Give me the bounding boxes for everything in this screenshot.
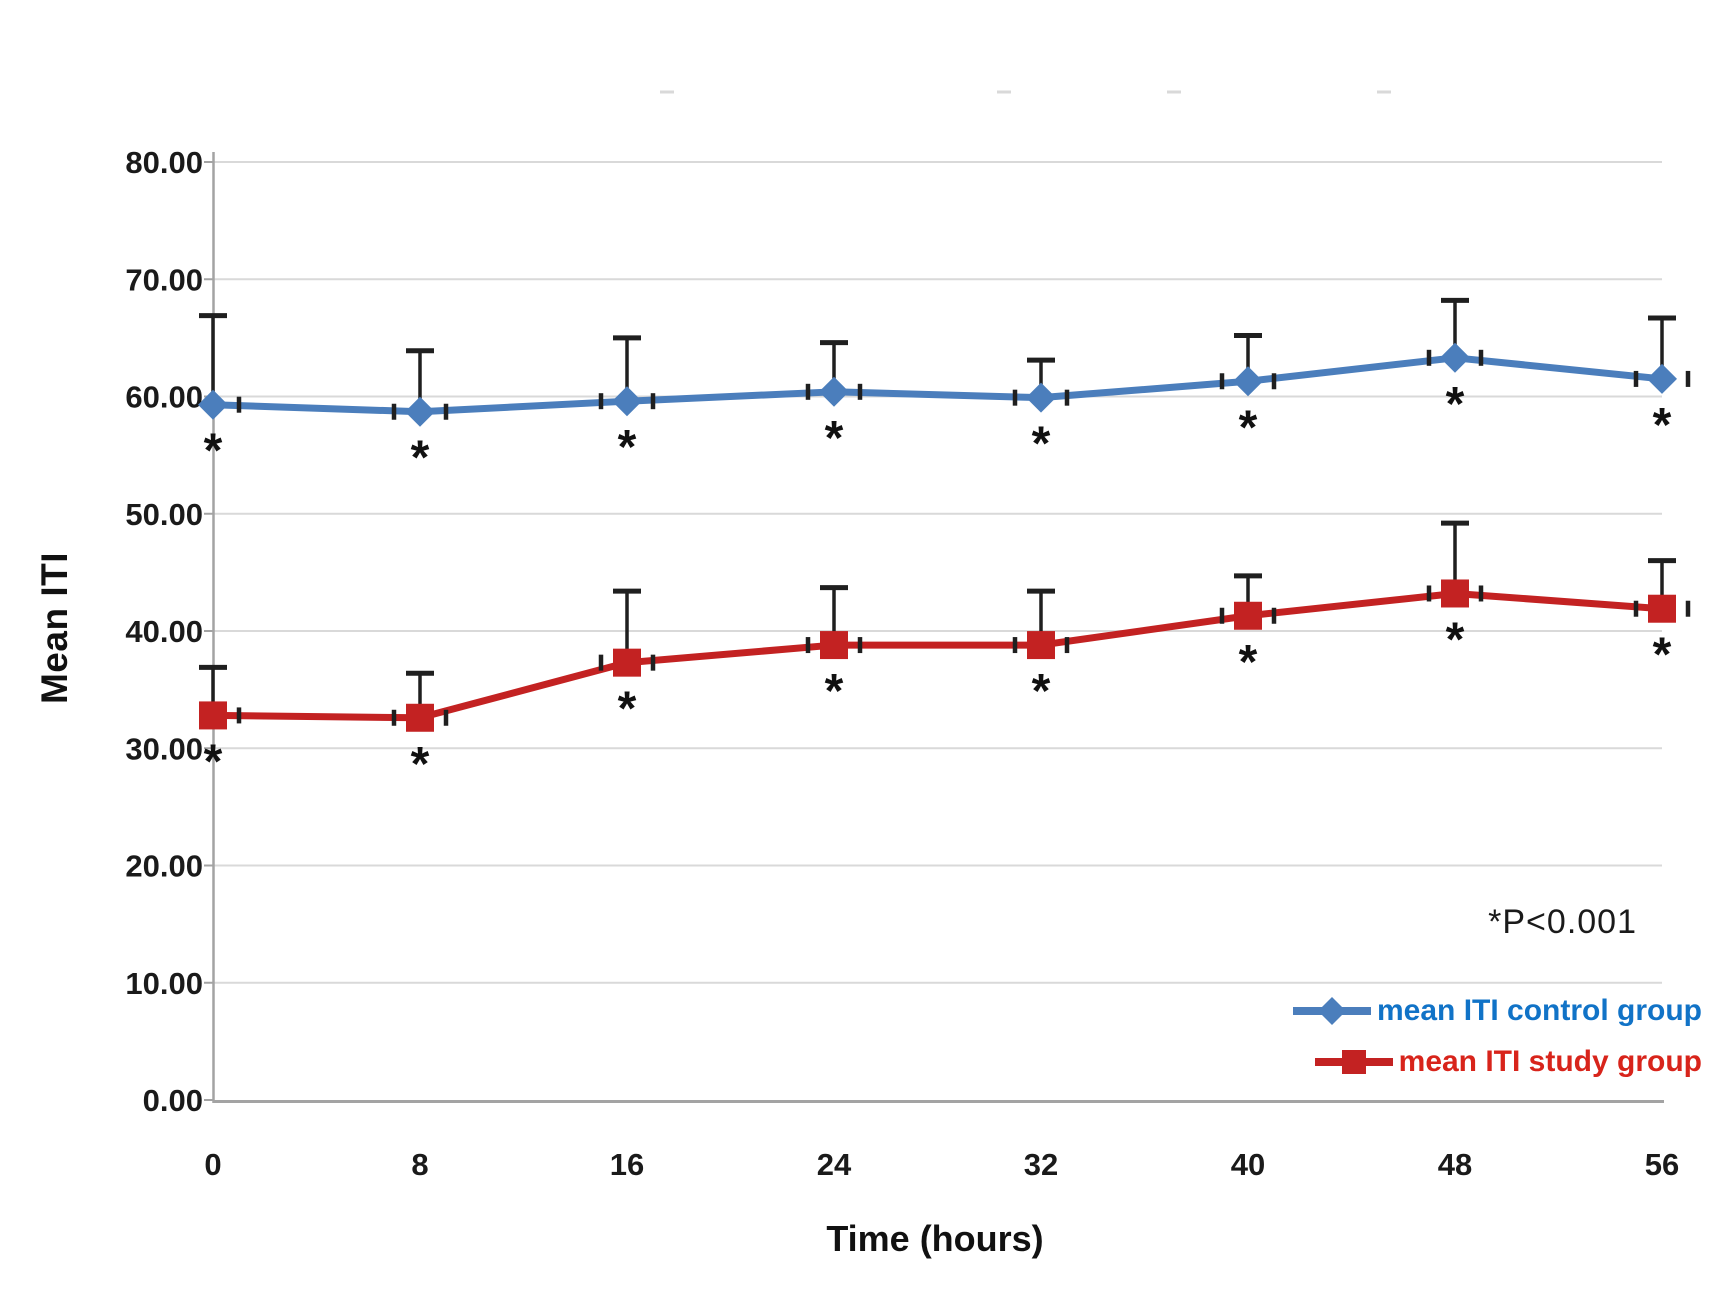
y-tick-label: 80.00	[125, 145, 203, 180]
study-data-point-square	[1027, 631, 1055, 660]
significance-asterisk: *	[411, 432, 430, 485]
y-tick-label: 50.00	[125, 497, 203, 532]
significance-asterisk: *	[618, 683, 637, 736]
significance-asterisk: *	[618, 421, 637, 474]
study-data-point-square	[820, 631, 848, 660]
study-data-point-square	[406, 703, 434, 732]
control-data-point-diamond	[1026, 382, 1056, 413]
study-data-point-square	[199, 701, 227, 730]
study-data-point-square	[1234, 601, 1262, 630]
significance-asterisk: *	[1032, 665, 1051, 718]
x-tick-label: 16	[610, 1147, 644, 1182]
control-data-point-diamond	[198, 389, 228, 420]
y-tick-label: 10.00	[125, 966, 203, 1001]
significance-asterisk: *	[1239, 636, 1258, 689]
significance-asterisk: *	[204, 425, 223, 478]
control-data-point-diamond	[612, 386, 642, 417]
significance-asterisk: *	[825, 665, 844, 718]
faint-title-artifact	[997, 90, 1011, 94]
y-tick-label: 60.00	[125, 380, 203, 415]
study-series-line-square-icon	[1314, 1050, 1393, 1074]
x-tick-label: 40	[1231, 1147, 1265, 1182]
x-tick-label: 24	[817, 1147, 852, 1182]
legend-item-control-group: mean ITI control group	[1292, 994, 1702, 1028]
legend-label-control-group: mean ITI control group	[1376, 994, 1702, 1027]
x-tick-label: 0	[204, 1147, 221, 1182]
legend-item-study-group: mean ITI study group	[1314, 1045, 1702, 1079]
y-tick-label: 70.00	[125, 262, 203, 297]
x-tick-label: 32	[1024, 1147, 1058, 1182]
significance-asterisk: *	[1239, 401, 1258, 454]
study-data-point-square	[1441, 579, 1469, 608]
study-series-line	[209, 589, 1666, 722]
control-series-line	[209, 354, 1666, 416]
legend-label-study-group: mean ITI study group	[1398, 1045, 1702, 1078]
x-tick-label: 48	[1438, 1147, 1472, 1182]
control-data-point-diamond	[405, 396, 435, 427]
y-axis-title: Mean ITI	[34, 551, 75, 705]
control-data-point-diamond	[1647, 363, 1677, 394]
significance-asterisk: *	[1446, 378, 1465, 431]
y-tick-label: 30.00	[125, 731, 203, 766]
significance-asterisk: *	[204, 735, 223, 788]
control-data-point-diamond	[819, 376, 849, 407]
faint-title-artifact	[1167, 90, 1181, 94]
significance-asterisk: *	[411, 738, 430, 791]
y-tick-label: 20.00	[125, 849, 203, 884]
study-data-point-square	[613, 648, 641, 677]
x-tick-label: 8	[411, 1147, 428, 1182]
significance-asterisk: *	[1653, 399, 1672, 452]
p-value-annotation: *P<0.001	[1488, 903, 1637, 941]
y-tick-label: 0.00	[143, 1083, 203, 1118]
control-series-line-diamond-icon	[1292, 997, 1371, 1025]
faint-title-artifact	[1377, 90, 1391, 94]
study-data-point-square	[1648, 594, 1676, 623]
significance-asterisk: *	[825, 412, 844, 465]
control-data-point-diamond	[1440, 342, 1470, 373]
significance-asterisk: *	[1653, 629, 1672, 682]
x-tick-label: 56	[1645, 1147, 1679, 1182]
significance-asterisk: *	[1032, 418, 1051, 471]
y-tick-label: 40.00	[125, 614, 203, 649]
x-axis-title: Time (hours)	[826, 1218, 1044, 1259]
faint-title-artifact	[660, 90, 674, 94]
control-data-point-diamond	[1233, 366, 1263, 397]
significance-asterisk: *	[1446, 613, 1465, 666]
legend: mean ITI control group mean ITI study gr…	[1292, 994, 1702, 1079]
